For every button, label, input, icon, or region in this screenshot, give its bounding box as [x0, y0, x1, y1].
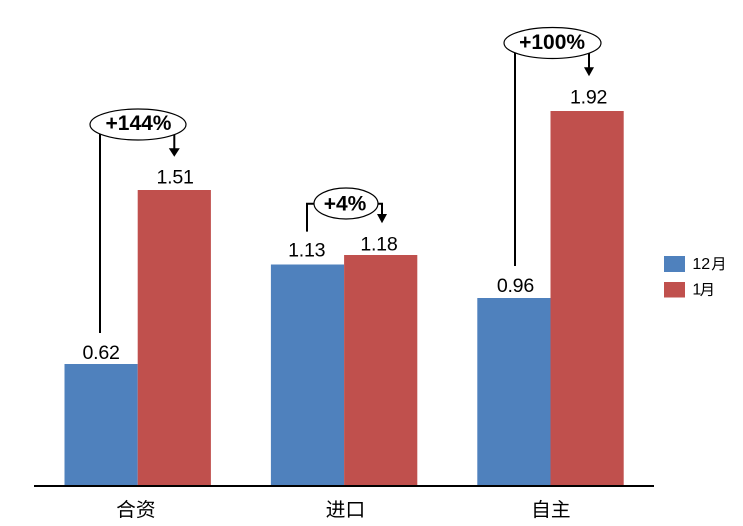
svg-text:0.96: 0.96 [497, 275, 534, 297]
svg-text:0.62: 0.62 [83, 342, 120, 364]
svg-text:+144%: +144% [106, 112, 172, 135]
svg-text:12: 12 [692, 256, 710, 273]
svg-text:1.18: 1.18 [360, 233, 397, 255]
svg-text:+4%: +4% [324, 193, 367, 216]
svg-text:1.13: 1.13 [288, 240, 325, 262]
svg-text:1: 1 [692, 282, 701, 299]
svg-text:1.92: 1.92 [570, 87, 607, 109]
svg-text:1.51: 1.51 [157, 167, 194, 189]
svg-text:+100%: +100% [519, 31, 585, 54]
